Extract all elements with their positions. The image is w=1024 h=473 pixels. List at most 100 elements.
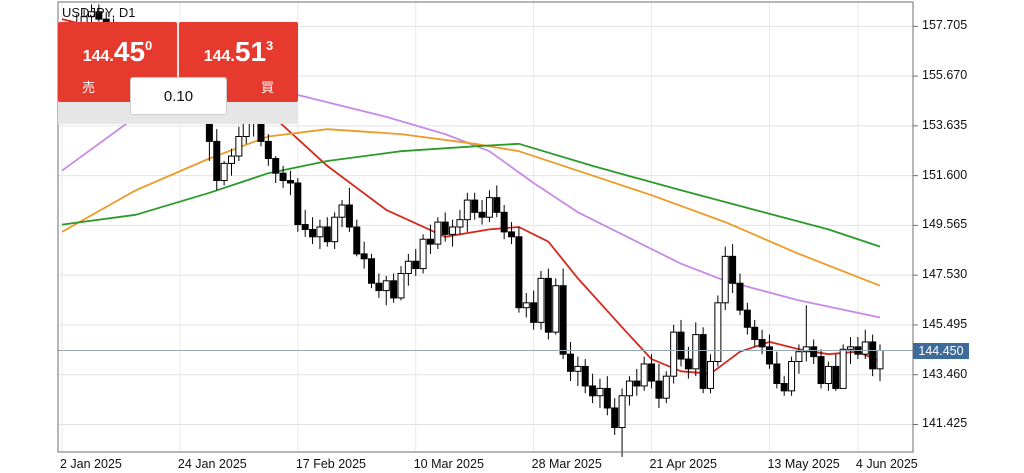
candle-body (382, 280, 390, 292)
candle (648, 354, 656, 389)
candle (876, 344, 884, 382)
candle-body (441, 221, 449, 235)
candle (345, 187, 353, 232)
sell-button[interactable]: 144.450 売 (58, 22, 177, 102)
candle-body (544, 277, 552, 333)
candle (530, 290, 538, 330)
candle (773, 351, 781, 389)
candle-body (743, 309, 751, 328)
candle (500, 204, 508, 240)
candle-body (500, 211, 508, 233)
candle-body (227, 155, 235, 164)
candle-body (338, 204, 346, 218)
candle (419, 234, 427, 274)
candle (714, 295, 722, 367)
sell-price: 144.450 (82, 36, 153, 67)
candle-body (485, 197, 493, 218)
candle-body (397, 272, 405, 299)
candle (736, 273, 744, 316)
candle (471, 192, 479, 220)
candle (294, 178, 302, 232)
candle (449, 219, 457, 247)
candle (633, 368, 641, 396)
lot-size-input[interactable]: 0.10 (130, 77, 227, 115)
candle-body (331, 216, 339, 243)
candle-body (625, 380, 633, 397)
candle-body (286, 180, 294, 184)
candle-body (220, 162, 228, 182)
candle (323, 217, 331, 247)
candle-body (692, 334, 700, 370)
candle (780, 376, 788, 396)
candle (235, 126, 243, 161)
candle (802, 305, 810, 362)
y-tick-label: 149.565 (922, 217, 968, 232)
candle-body (515, 236, 523, 309)
candle (581, 359, 589, 394)
candle-body (824, 365, 832, 385)
candle (368, 253, 376, 289)
candle-body (360, 253, 368, 260)
candle (279, 165, 287, 188)
y-tick-label: 143.460 (922, 366, 968, 381)
candle (707, 354, 715, 394)
candle (574, 356, 582, 386)
x-tick-label: 10 Mar 2025 (413, 457, 484, 471)
candle-body (390, 280, 398, 299)
candle (765, 334, 773, 369)
moving-average-line (61, 128, 881, 287)
candle-body (810, 346, 818, 358)
candle-body (404, 260, 412, 274)
x-tick-label: 28 Mar 2025 (531, 457, 602, 471)
candle (655, 363, 663, 408)
x-tick-label: 2 Jan 2025 (60, 457, 122, 471)
candle (603, 376, 611, 416)
candle (743, 302, 751, 335)
buy-price: 144.513 (203, 36, 274, 67)
x-tick-label: 17 Feb 2025 (295, 457, 367, 471)
candle-body (847, 346, 855, 350)
candle-body (736, 282, 744, 311)
candle (559, 268, 567, 360)
candle (309, 217, 317, 245)
x-tick-label: 4 Jun 2025 (855, 457, 918, 471)
y-tick-label: 151.600 (922, 167, 968, 182)
current-price-tag: 144.450 (913, 342, 969, 359)
candle (272, 156, 280, 183)
candle-body (316, 226, 324, 238)
candle (286, 170, 294, 196)
candle (515, 227, 523, 313)
candle (721, 246, 729, 311)
candle-body (581, 365, 589, 387)
candle-body (426, 238, 434, 245)
candle-body (456, 219, 464, 228)
candle-body (721, 255, 729, 304)
candle-body (375, 282, 383, 292)
candle-body (655, 380, 663, 399)
symbol-timeframe-label: USDJPY, D1 (62, 5, 136, 20)
candle (382, 275, 390, 306)
candle (397, 266, 405, 301)
candle-body (235, 136, 243, 157)
candle-body (729, 255, 737, 284)
candle (375, 273, 383, 298)
candle (441, 212, 449, 242)
candle-body (773, 363, 781, 385)
y-tick-label: 157.705 (922, 18, 968, 33)
candle (508, 222, 516, 245)
candle (478, 200, 486, 225)
candle (87, 4, 95, 25)
y-tick-label: 153.635 (922, 117, 968, 132)
candle-body (751, 326, 759, 340)
candle-body (780, 383, 788, 392)
candle-body (876, 350, 884, 370)
candle-body (294, 182, 302, 226)
candle-body (530, 302, 538, 323)
candle-body (301, 224, 309, 230)
candle-body (449, 226, 457, 235)
candle-body (95, 11, 103, 20)
candle-body (618, 395, 626, 429)
candle (596, 378, 604, 408)
x-tick-label: 13 May 2025 (767, 457, 840, 471)
